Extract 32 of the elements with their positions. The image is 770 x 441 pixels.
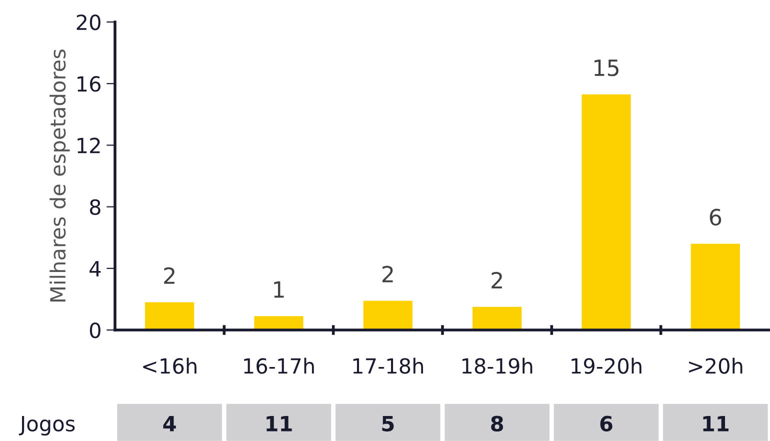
data-label: 1 (274, 281, 284, 298)
bar (363, 300, 412, 330)
bar (582, 94, 631, 330)
bar (254, 316, 304, 330)
y-tick-label: 16 (78, 76, 100, 92)
bar (472, 306, 522, 330)
text: Jogos (18, 416, 75, 436)
x-tick-label: 16-17h (244, 358, 314, 374)
x-tick-label: >20h (689, 358, 742, 374)
text: 6 (600, 416, 612, 432)
y-tick-label: 0 (90, 322, 100, 338)
data-label: 2 (492, 272, 502, 288)
text: 11 (266, 416, 292, 432)
y-tick-label: 8 (90, 199, 100, 216)
x-tick-label: <16h (143, 358, 196, 374)
y-tick-label: 12 (78, 138, 100, 154)
x-tick-label: 18-19h (462, 358, 532, 374)
text: 4 (163, 416, 176, 432)
x-tick-label: 19-20h (572, 358, 642, 374)
text: 5 (382, 416, 394, 432)
bar (145, 302, 194, 330)
x-tick-label: 17-18h (353, 358, 424, 374)
y-tick-label: 4 (90, 261, 101, 276)
y-tick-label: 20 (76, 14, 100, 30)
bar (690, 244, 740, 330)
data-label: 2 (382, 266, 393, 282)
data-label: 15 (594, 60, 618, 76)
data-label: 6 (710, 208, 722, 226)
text: 11 (703, 416, 728, 432)
text: 8 (491, 416, 504, 432)
y-axis-title: Milhares de espetadores (50, 50, 70, 302)
data-label: 2 (164, 267, 174, 284)
